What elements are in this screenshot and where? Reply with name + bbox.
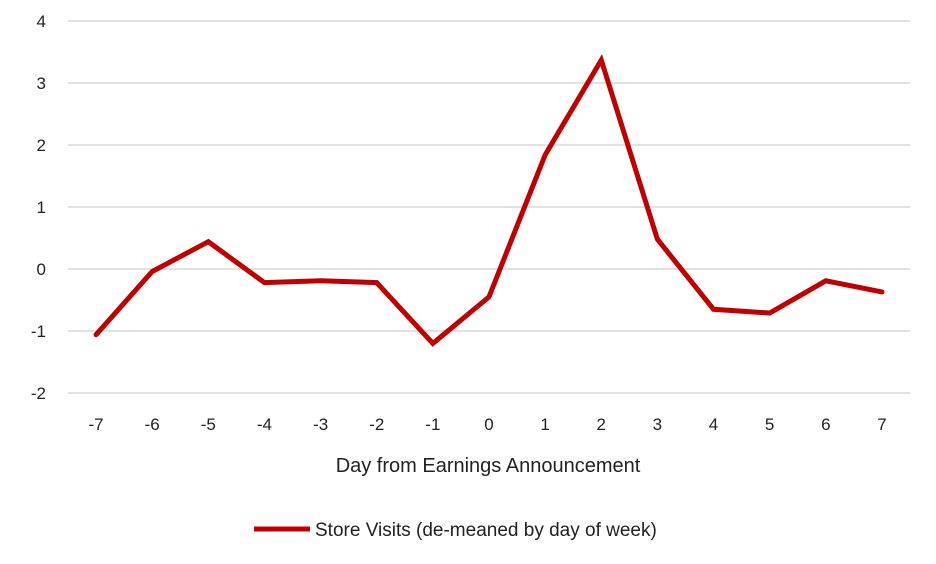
x-tick-label: -4 [257,415,272,434]
y-tick-label: -1 [31,322,46,341]
x-tick-label: 1 [540,415,549,434]
y-tick-label: 4 [37,12,46,31]
x-tick-label: 6 [821,415,830,434]
series-layer [93,53,885,347]
x-axis-ticks: -7 -6 -5 -4 -3 -2 -1 0 1 2 3 4 5 6 7 [89,415,887,434]
x-tick-label: -7 [89,415,104,434]
y-tick-label: -2 [31,384,46,403]
y-tick-label: 3 [37,74,46,93]
x-tick-label: 2 [597,415,606,434]
y-tick-label: 2 [37,136,46,155]
x-tick-label: -1 [425,415,440,434]
x-tick-label: 7 [877,415,886,434]
y-tick-label: 0 [37,260,46,279]
x-tick-label: 4 [709,415,718,434]
x-axis-title: Day from Earnings Announcement [336,455,641,477]
x-tick-label: 3 [653,415,662,434]
y-axis-ticks: -2 -1 0 1 2 3 4 [31,12,46,403]
x-tick-label: -5 [201,415,216,434]
legend-label: Store Visits (de-meaned by day of week) [315,520,657,541]
legend: Store Visits (de-meaned by day of week) [254,520,657,541]
gridlines [68,20,910,394]
x-tick-label: 0 [484,415,493,434]
y-tick-label: 1 [37,198,46,217]
x-tick-label: 5 [765,415,774,434]
x-tick-label: -3 [313,415,328,434]
series-line [93,53,885,347]
x-tick-label: -6 [145,415,160,434]
x-tick-label: -2 [369,415,384,434]
